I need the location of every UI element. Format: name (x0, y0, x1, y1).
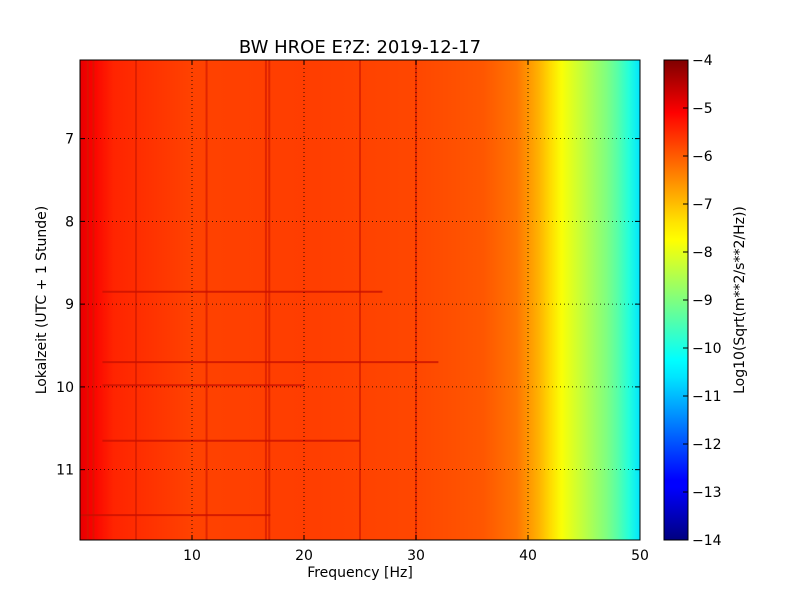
colorbar-tick-label: −14 (692, 533, 722, 549)
x-axis-ticks: 10 20 30 40 50 (183, 60, 649, 564)
x-axis-label: Frequency [Hz] (307, 565, 413, 581)
colorbar-tick-label: −6 (692, 149, 713, 165)
colorbar-tick-label: −4 (692, 53, 713, 69)
y-axis-label: Lokalzeit (UTC + 1 Stunde) (34, 206, 50, 395)
colorbar-tick-label: −12 (692, 437, 722, 453)
colorbar-tick-label: −9 (692, 293, 713, 309)
y-tick-label: 7 (65, 132, 74, 148)
x-tick-label: 30 (407, 548, 425, 564)
colorbar-ticks: −4 −5 −6 −7 −8 −9 −10 −11 −12 −13 −14 (683, 53, 722, 549)
plot-area (80, 60, 640, 540)
colorbar-tick-label: −7 (692, 197, 713, 213)
chart-title: BW HROE E?Z: 2019-12-17 (239, 37, 481, 58)
x-tick-label: 40 (519, 548, 537, 564)
x-tick-label: 20 (295, 548, 313, 564)
y-tick-label: 9 (65, 297, 74, 313)
horizontal-bands (80, 290, 439, 517)
plot-frame (79, 59, 641, 541)
colorbar-tick-label: −8 (692, 245, 713, 261)
y-tick-label: 10 (56, 380, 74, 396)
x-tick-label: 50 (631, 548, 649, 564)
grid-lines (80, 60, 640, 540)
colorbar-tick-label: −11 (692, 389, 722, 405)
y-tick-label: 11 (56, 463, 74, 479)
colorbar-tick-label: −10 (692, 341, 722, 357)
y-axis-ticks: 7 8 9 10 11 (56, 132, 640, 479)
y-tick-label: 8 (65, 214, 74, 230)
x-tick-label: 10 (183, 548, 201, 564)
colorbar-tick-label: −5 (692, 101, 713, 117)
colorbar-label: Log10(Sqrt(m**2/s**2/Hz)) (732, 206, 748, 394)
colorbar-tick-label: −13 (692, 485, 722, 501)
